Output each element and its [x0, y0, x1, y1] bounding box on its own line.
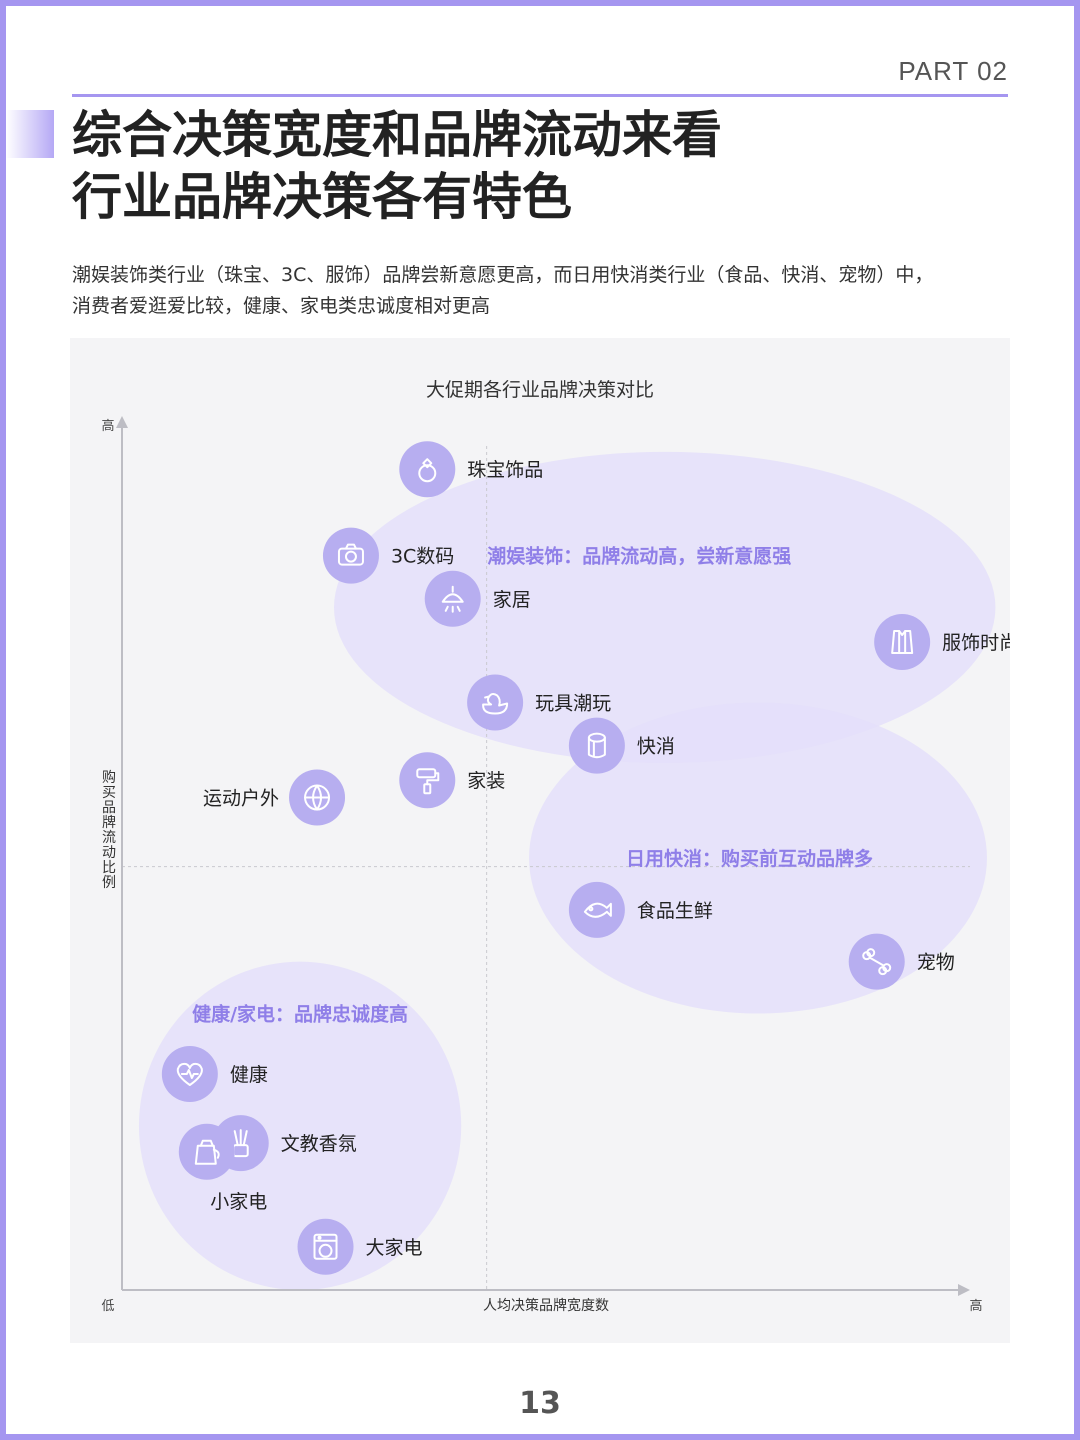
- cluster-ellipse-3: [138, 961, 462, 1290]
- lamp-icon: [441, 585, 464, 613]
- data-point-10: 宠物: [848, 933, 955, 990]
- y-axis-arrow: [116, 416, 128, 428]
- ring-icon: [418, 458, 437, 483]
- point-label: 家居: [493, 589, 531, 611]
- data-point-14: 大家电: [297, 1218, 423, 1275]
- point-marker: [178, 1123, 235, 1180]
- cluster-label-2: 日用快消：购买前互动品牌多: [626, 847, 873, 870]
- title-accent-bar: [6, 110, 54, 158]
- basketball-icon: [304, 784, 331, 811]
- x-axis-low-label: 低: [101, 1299, 114, 1314]
- data-point-9: 食品生鲜: [568, 881, 713, 938]
- point-label: 珠宝饰品: [467, 459, 543, 481]
- point-label: 小家电: [210, 1191, 267, 1213]
- point-marker: [568, 717, 625, 774]
- kettle-icon: [194, 1139, 220, 1165]
- fish-icon: [583, 902, 612, 918]
- heart-icon: [176, 1062, 203, 1086]
- x-axis-high-label: 高: [969, 1298, 982, 1314]
- x-axis-arrow: [958, 1284, 970, 1296]
- chart-title: 大促期各行业品牌决策对比: [426, 379, 654, 401]
- point-marker: [467, 674, 524, 731]
- x-axis-title: 人均决策品牌宽度数: [483, 1297, 609, 1314]
- data-point-3: 家居: [424, 570, 531, 627]
- point-label: 快消: [637, 736, 675, 758]
- point-marker: [874, 614, 931, 670]
- point-label: 大家电: [366, 1237, 423, 1259]
- point-marker: [568, 881, 625, 938]
- point-marker: [424, 570, 481, 627]
- point-label: 运动户外: [203, 788, 279, 810]
- point-label: 家装: [467, 770, 505, 792]
- camera-icon: [337, 543, 364, 566]
- shirt-icon: [891, 630, 914, 654]
- page-title-line-1: 综合决策宽度和品牌流动来看: [72, 106, 722, 164]
- data-point-1: 珠宝饰品: [399, 441, 543, 498]
- subtitle-line-2: 消费者爱逛爱比较，健康、家电类忠诚度相对更高: [72, 295, 491, 317]
- points-layer: 珠宝饰品 3C数码家居服饰时尚玩具潮玩快消家装运动户外食品生鲜宠物健康文教香氛小家…: [161, 441, 1010, 1275]
- y-axis-title: 购买品牌流动比例: [100, 770, 116, 890]
- page-number: 13: [519, 1386, 561, 1421]
- data-point-6: 快消: [568, 717, 675, 774]
- page-subtitle: 潮娱装饰类行业（珠宝、3C、服饰）品牌尝新意愿更高，而日用快消类行业（食品、快消…: [72, 260, 1022, 322]
- data-point-7: 家装: [399, 752, 505, 809]
- point-marker: [399, 441, 456, 498]
- point-label: 文教香氛: [281, 1133, 357, 1155]
- part-label: PART 02: [898, 56, 1008, 86]
- data-point-5: 玩具潮玩: [467, 674, 611, 731]
- cluster-label-3: 健康/家电：品牌忠诚度高: [192, 1003, 408, 1026]
- paint-roller-icon: [416, 768, 440, 795]
- page-title-line-2: 行业品牌决策各有特色: [72, 168, 572, 226]
- point-label: 玩具潮玩: [535, 692, 611, 714]
- page-title: 综合决策宽度和品牌流动来看 行业品牌决策各有特色: [72, 104, 722, 228]
- point-label: 宠物: [917, 952, 955, 974]
- tissue-icon: [587, 732, 606, 759]
- cluster-label-1: 潮娱装饰：品牌流动高，尝新意愿强: [487, 545, 791, 568]
- data-point-4: 服饰时尚: [874, 614, 1010, 670]
- point-label: 3C数码: [391, 546, 454, 568]
- y-axis-high-label: 高: [101, 418, 114, 434]
- cluster-label-layer: 潮娱装饰：品牌流动高，尝新意愿强日用快消：购买前互动品牌多健康/家电：品牌忠诚度…: [192, 545, 873, 1026]
- duck-icon: [482, 693, 509, 715]
- point-marker: [297, 1218, 354, 1275]
- cluster-layer: [138, 451, 996, 1290]
- washing-machine-icon: [313, 1233, 338, 1260]
- bone-icon: [862, 948, 892, 976]
- data-point-13: 小家电: [178, 1123, 267, 1213]
- part-divider: [72, 94, 1008, 97]
- subtitle-line-1: 潮娱装饰类行业（珠宝、3C、服饰）品牌尝新意愿更高，而日用快消类行业（食品、快消…: [72, 264, 934, 286]
- data-point-11: 健康: [161, 1046, 268, 1102]
- data-point-2: 3C数码: [322, 527, 454, 584]
- point-marker: [322, 527, 379, 584]
- point-label: 食品生鲜: [637, 900, 713, 922]
- data-point-8: 运动户外: [203, 769, 346, 826]
- point-label: 服饰时尚: [942, 632, 1010, 654]
- chart-panel: 大促期各行业品牌决策对比 高低高人均决策品牌宽度数 购买品牌流动比例 珠宝饰品 3C…: [70, 338, 1010, 1343]
- point-label: 健康: [230, 1064, 268, 1086]
